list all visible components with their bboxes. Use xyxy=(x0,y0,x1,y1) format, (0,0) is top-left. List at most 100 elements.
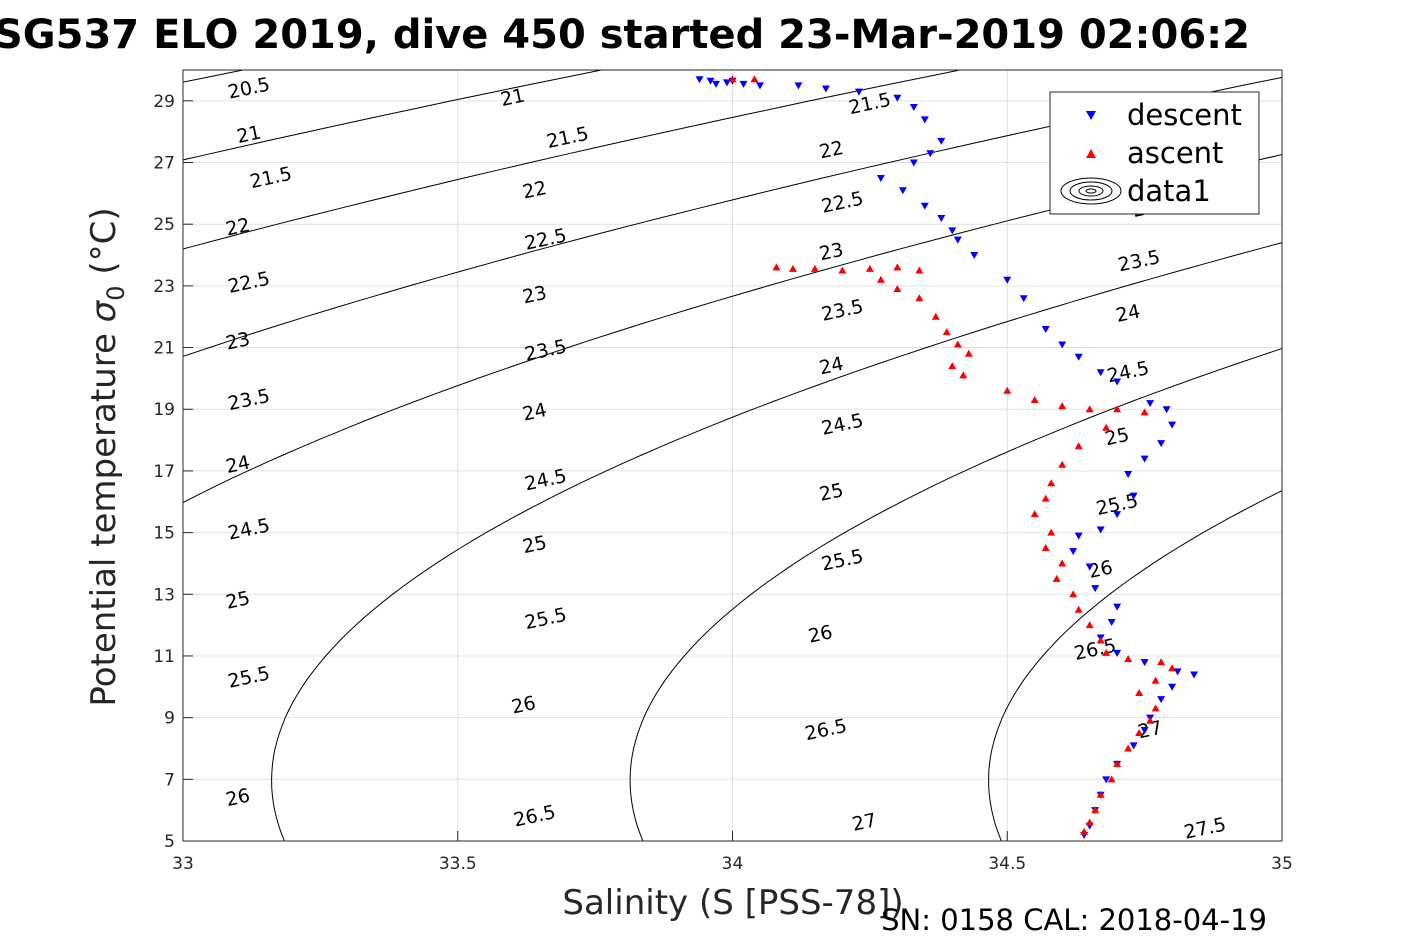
y-axis-ticks: 5 7 9 11 13 15 17 19 21 23 25 27 29 xyxy=(153,92,193,852)
contour-line xyxy=(183,76,1282,357)
ascent-marker xyxy=(1124,744,1133,752)
ascent-marker xyxy=(893,284,902,292)
descent-marker xyxy=(1107,619,1116,627)
descent-marker xyxy=(1113,378,1122,386)
ascent-marker xyxy=(959,371,968,379)
contour-label: 24 xyxy=(224,451,252,478)
descent-marker xyxy=(1157,696,1166,704)
descent-marker xyxy=(854,88,863,96)
legend-ascent-label: ascent xyxy=(1127,136,1223,170)
ascent-marker xyxy=(1168,664,1177,672)
legend: descent ascent data1 xyxy=(1049,91,1260,215)
data-series xyxy=(695,75,1199,839)
legend-descent-marker xyxy=(1086,111,1096,120)
descent-marker xyxy=(926,150,935,158)
ascent-marker xyxy=(1003,386,1012,394)
ascent-marker xyxy=(728,75,737,83)
descent-marker xyxy=(876,174,885,182)
descent-marker xyxy=(1190,671,1199,679)
descent-marker xyxy=(1168,421,1177,429)
descent-marker xyxy=(1113,511,1122,519)
ascent-marker xyxy=(1102,423,1111,431)
descent-marker xyxy=(1162,406,1171,414)
ascent-marker xyxy=(1074,442,1083,450)
ascent-marker xyxy=(1096,790,1105,798)
descent-marker xyxy=(723,79,732,87)
ascent-marker xyxy=(1151,676,1160,684)
ascent-marker xyxy=(1102,648,1111,656)
ascent-marker xyxy=(1030,510,1039,518)
contour-line xyxy=(183,70,963,250)
ascent-marker xyxy=(788,264,797,272)
contour-label: 25 xyxy=(817,479,845,506)
descent-marker xyxy=(1096,526,1105,534)
x-axis-title: Salinity (S [PSS-78]) xyxy=(562,883,903,923)
y-tick-label: 19 xyxy=(153,400,175,420)
y-tick-label: 17 xyxy=(153,462,175,482)
descent-marker xyxy=(1140,659,1149,667)
contour-line xyxy=(629,348,1282,841)
descent-marker xyxy=(1157,440,1166,448)
ascent-marker xyxy=(948,362,957,370)
ascent-marker xyxy=(1085,405,1094,413)
descent-marker xyxy=(1019,295,1028,303)
contour-label: 24 xyxy=(521,399,549,426)
descent-marker xyxy=(1074,532,1083,540)
contour-label: 27 xyxy=(850,809,878,836)
y-tick-label: 27 xyxy=(153,154,175,174)
descent-marker xyxy=(953,236,962,244)
contour-label: 26 xyxy=(806,621,834,648)
ascent-marker xyxy=(1107,775,1116,783)
descent-marker xyxy=(1058,341,1067,349)
descent-marker xyxy=(909,104,918,112)
descent-marker xyxy=(1041,326,1050,334)
descent-marker xyxy=(898,187,907,195)
ascent-marker xyxy=(750,75,759,83)
ascent-marker xyxy=(893,263,902,271)
ascent-marker xyxy=(1135,688,1144,696)
descent-marker xyxy=(821,85,830,93)
contour-label: 25 xyxy=(521,532,549,559)
descent-marker xyxy=(948,227,957,235)
descent-marker xyxy=(712,80,721,88)
legend-data1-label: data1 xyxy=(1127,174,1211,208)
y-tick-label: 29 xyxy=(153,92,175,112)
ascent-marker xyxy=(964,349,973,357)
descent-marker xyxy=(695,76,704,84)
descent-marker xyxy=(937,137,946,145)
y-tick-label: 11 xyxy=(153,647,175,667)
descent-marker xyxy=(1129,742,1138,750)
descent-marker xyxy=(920,116,929,124)
x-tick-label: 34.5 xyxy=(988,854,1026,874)
y-axis-title-symbol: σ xyxy=(84,299,124,322)
contour-label: 23 xyxy=(224,328,252,355)
descent-marker xyxy=(937,215,946,223)
ascent-marker xyxy=(772,263,781,271)
legend-descent-label: descent xyxy=(1127,98,1242,132)
ascent-marker xyxy=(942,328,951,336)
descent-marker xyxy=(1146,400,1155,408)
contour-label: 23 xyxy=(521,282,549,309)
ascent-marker xyxy=(1096,636,1105,644)
descent-marker xyxy=(1113,603,1122,611)
ascent-marker xyxy=(953,340,962,348)
grid xyxy=(182,70,1283,842)
ascent-marker xyxy=(1146,716,1155,724)
descent-marker xyxy=(909,159,918,167)
ascent-marker xyxy=(810,264,819,272)
contour-label: 24 xyxy=(1114,300,1142,327)
descent-marker xyxy=(1140,455,1149,463)
y-tick-label: 7 xyxy=(164,770,175,790)
ascent-marker xyxy=(1058,559,1067,567)
ascent-marker xyxy=(1113,759,1122,767)
contour-label: 21 xyxy=(499,84,527,111)
legend-ascent-marker xyxy=(1086,149,1096,158)
y-axis-title: Potential temperature σ0 (°C) xyxy=(84,207,130,706)
contour-label: 22 xyxy=(817,137,845,164)
ascent-marker xyxy=(1041,544,1050,552)
x-tick-label: 34 xyxy=(722,854,744,874)
series-descent xyxy=(695,76,1199,839)
contour-label: 26 xyxy=(224,785,252,812)
ascent-marker xyxy=(931,312,940,320)
